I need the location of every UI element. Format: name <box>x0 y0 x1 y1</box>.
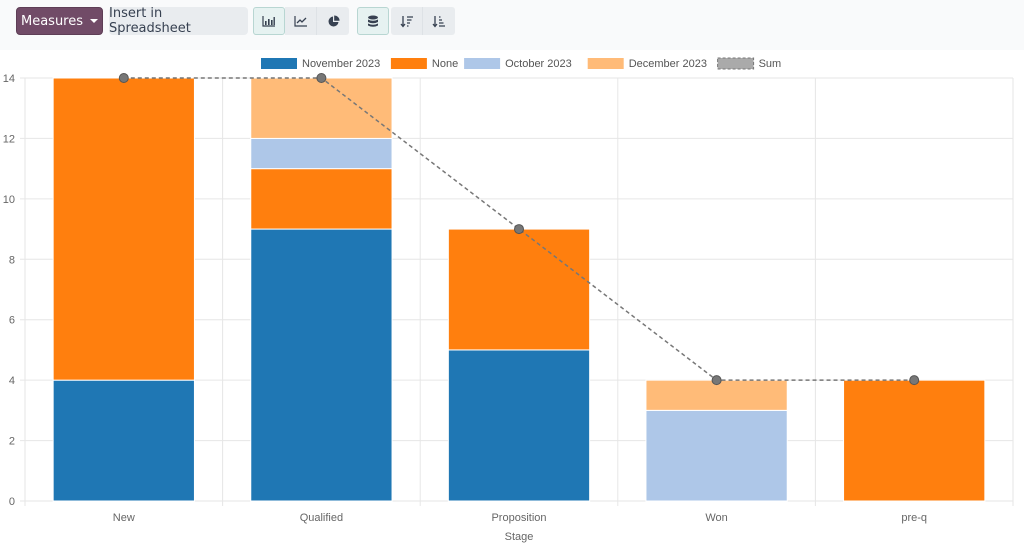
svg-text:October 2023: October 2023 <box>505 58 572 70</box>
line-chart-button[interactable] <box>285 7 317 35</box>
pie-chart-icon <box>328 14 340 26</box>
pie-chart-button[interactable] <box>317 7 349 35</box>
y-tick-label: 0 <box>9 496 15 508</box>
chart-bars <box>52 77 986 502</box>
legend-item[interactable]: November 2023 <box>261 58 380 70</box>
y-tick-label: 10 <box>3 194 15 206</box>
sum-point[interactable] <box>316 73 327 83</box>
database-stack-icon <box>368 15 378 27</box>
y-tick-label: 8 <box>9 254 15 266</box>
x-tick-label: Qualified <box>300 512 343 524</box>
bar-segment[interactable] <box>250 168 393 230</box>
sum-point[interactable] <box>514 224 524 235</box>
bar-segment[interactable] <box>447 228 591 351</box>
bar-segment[interactable] <box>250 77 393 139</box>
x-axis-title: Stage <box>505 531 534 543</box>
sort-ascending-button[interactable] <box>423 7 455 35</box>
y-tick-label: 12 <box>3 133 15 145</box>
bar-segment[interactable] <box>250 137 393 170</box>
x-tick-label: pre-q <box>901 512 927 524</box>
svg-text:None: None <box>432 58 458 70</box>
y-tick-label: 14 <box>3 73 15 85</box>
stacked-bar-chart: November 2023 None October 2023 December 20… <box>3 57 1014 543</box>
bar-segment[interactable] <box>250 228 393 502</box>
sum-line <box>118 73 920 386</box>
x-axis: New Qualified Proposition Won pre-q <box>113 512 927 524</box>
sort-group <box>391 7 455 35</box>
svg-text:December 2023: December 2023 <box>629 58 707 70</box>
insert-in-spreadsheet-button[interactable]: Insert in Spreadsheet <box>109 6 248 36</box>
x-tick-label: Proposition <box>491 512 546 524</box>
sum-point[interactable] <box>118 73 129 83</box>
y-tick-label: 6 <box>9 315 15 327</box>
toolbar: Measures Insert in Spreadsheet <box>0 0 1024 50</box>
sort-descending-button[interactable] <box>391 7 423 35</box>
x-tick-label: Won <box>705 512 727 524</box>
bar-segment[interactable] <box>843 379 986 502</box>
sum-point[interactable] <box>909 375 920 386</box>
x-tick-label: New <box>113 512 135 524</box>
sort-ascending-icon <box>432 15 445 28</box>
legend-item[interactable]: Sum <box>717 57 782 70</box>
bar-segment[interactable] <box>645 409 788 502</box>
measures-label: Measures <box>20 13 84 29</box>
sort-descending-icon <box>399 15 413 28</box>
bar-chart-button[interactable] <box>253 7 285 35</box>
y-tick-label: 4 <box>9 375 15 387</box>
svg-text:November 2023: November 2023 <box>302 58 380 70</box>
svg-text:Sum: Sum <box>759 58 782 70</box>
caret-down-icon <box>90 19 99 23</box>
legend-item[interactable]: October 2023 <box>464 58 572 70</box>
bar-segment[interactable] <box>52 379 195 502</box>
stacked-toggle-button[interactable] <box>357 7 389 35</box>
bar-chart-icon <box>262 16 275 27</box>
chart-legend: November 2023 None October 2023 December 20… <box>261 57 782 70</box>
bar-segment[interactable] <box>52 77 195 381</box>
legend-item[interactable]: December 2023 <box>587 58 707 70</box>
stacked-toggle-group <box>357 7 389 35</box>
sum-point[interactable] <box>711 375 722 386</box>
y-tick-label: 2 <box>9 436 15 448</box>
chart-type-group <box>253 7 349 35</box>
bar-segment[interactable] <box>447 349 591 502</box>
measures-dropdown-button[interactable]: Measures <box>16 7 103 35</box>
legend-item[interactable]: None <box>390 58 458 70</box>
line-chart-icon <box>293 16 307 27</box>
